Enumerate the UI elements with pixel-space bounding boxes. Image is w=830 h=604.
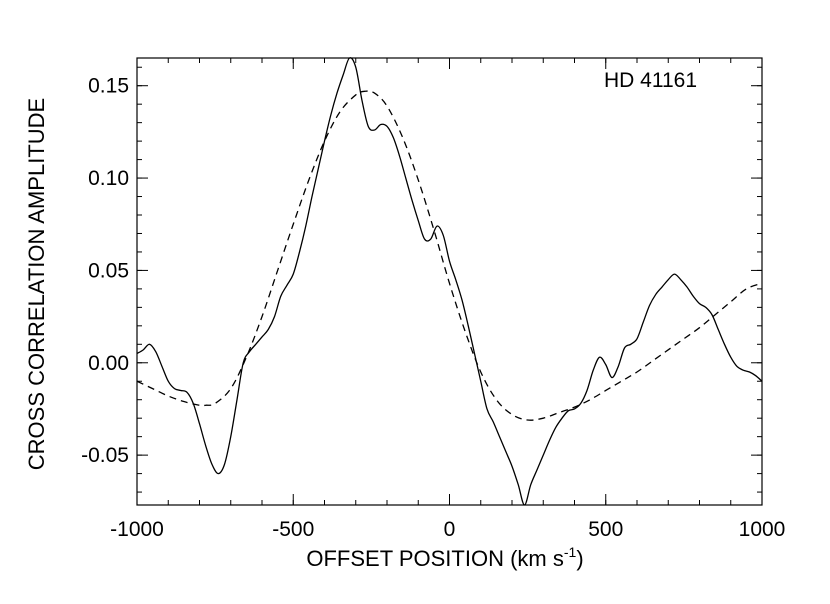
plot-series	[136, 57, 763, 506]
x-tick-label: 1000	[739, 518, 786, 541]
x-axis-title-main: OFFSET POSITION (km s	[306, 546, 564, 571]
axis-ticks	[136, 58, 763, 505]
y-axis-title: CROSS CORRELATION AMPLITUDE	[24, 98, 49, 470]
x-tick-label: 0	[444, 518, 456, 541]
star-name-annotation: HD 41161	[604, 69, 697, 92]
cross-correlation-curve	[136, 57, 763, 506]
x-tick-label: -1000	[110, 518, 164, 541]
x-axis-title-superscript: -1	[564, 544, 577, 560]
plot-frame	[136, 57, 763, 506]
y-tick-label: 0.15	[88, 75, 129, 98]
x-axis-title: OFFSET POSITION (km s-1)	[306, 544, 583, 571]
y-tick-label: 0.05	[88, 259, 129, 282]
x-tick-label: -500	[272, 518, 314, 541]
fit-curve-dashed	[136, 90, 763, 421]
y-tick-label: -0.05	[81, 444, 129, 467]
x-tick-label: 500	[588, 518, 623, 541]
y-tick-label: 0.00	[88, 352, 129, 375]
x-axis-title-close: )	[576, 546, 583, 571]
y-tick-label: 0.10	[88, 167, 129, 190]
tick-labels: -1000 -500 0 500 1000 -0.05 0.00 0.05 0.10 0.15	[81, 75, 785, 541]
